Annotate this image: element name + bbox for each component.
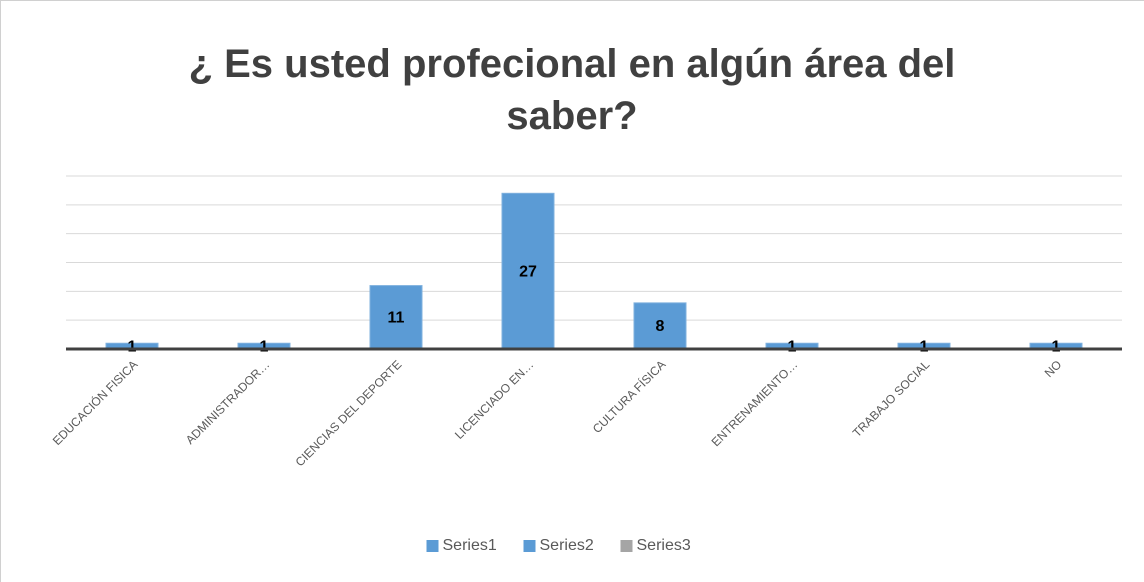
bar	[633, 302, 687, 350]
data-label: 8	[656, 318, 665, 335]
x-tick-label: ADMINISTRADOR…	[183, 357, 273, 447]
chart-title: ¿ Es usted profecional en algún área del…	[188, 42, 956, 138]
data-label: 1	[128, 338, 137, 355]
data-label: 1	[920, 338, 929, 355]
x-tick-label: LICENCIADO EN…	[452, 357, 536, 441]
x-tick-label: CIENCIAS DEL DEPORTE	[293, 357, 405, 469]
legend-label: Series2	[540, 537, 594, 554]
data-label: 1	[788, 338, 797, 355]
legend-label: Series3	[637, 537, 691, 554]
x-tick-label: ENTRENAMIENTO…	[709, 357, 801, 449]
data-label: 27	[519, 263, 537, 280]
x-tick-label: EDUCACIÓN FISICA	[49, 357, 140, 448]
data-label: 1	[1052, 338, 1061, 355]
legend-label: Series1	[443, 537, 497, 554]
x-tick-label: NO	[1042, 357, 1065, 380]
legend-swatch	[523, 540, 536, 552]
x-tick-label: CULTURA FÍSICA	[589, 357, 668, 436]
legend-swatch	[426, 540, 439, 552]
x-tick-label: TRABAJO SOCIAL	[850, 357, 933, 440]
data-label: 11	[388, 310, 405, 327]
bar	[501, 192, 555, 350]
legend-swatch	[620, 540, 633, 552]
data-label: 1	[260, 338, 269, 355]
